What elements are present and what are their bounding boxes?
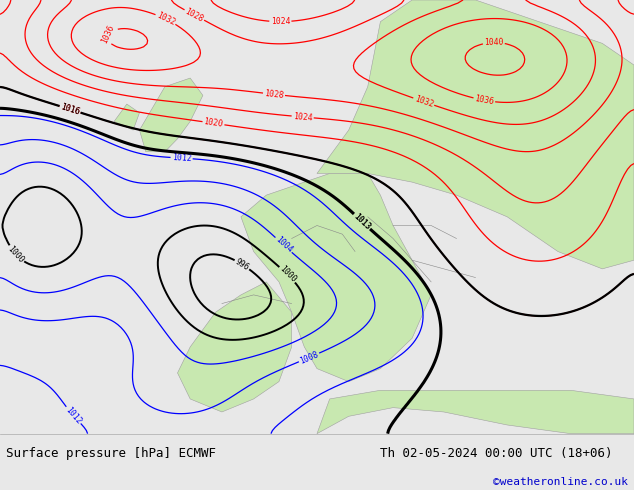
Text: 1028: 1028 [264, 89, 284, 100]
Text: 1008: 1008 [299, 349, 320, 366]
Text: 1028: 1028 [184, 6, 205, 24]
Text: 1016: 1016 [60, 102, 81, 117]
Text: 1032: 1032 [155, 11, 176, 27]
Text: 1012: 1012 [63, 405, 83, 426]
Text: 996: 996 [233, 257, 250, 272]
Text: Surface pressure [hPa] ECMWF: Surface pressure [hPa] ECMWF [6, 447, 216, 460]
Text: 1032: 1032 [413, 94, 434, 109]
Text: 1000: 1000 [6, 244, 26, 265]
Text: 1040: 1040 [484, 38, 503, 47]
Text: 1024: 1024 [271, 17, 290, 26]
Text: 1016: 1016 [60, 102, 81, 117]
Text: 1036: 1036 [474, 94, 495, 106]
Text: 1012: 1012 [172, 153, 191, 163]
Text: ©weatheronline.co.uk: ©weatheronline.co.uk [493, 477, 628, 487]
Text: 1000: 1000 [277, 265, 297, 285]
Text: 1024: 1024 [292, 112, 313, 122]
Text: 1036: 1036 [100, 24, 117, 45]
Text: 1004: 1004 [273, 235, 294, 255]
Text: Th 02-05-2024 00:00 UTC (18+06): Th 02-05-2024 00:00 UTC (18+06) [380, 447, 613, 460]
Text: 1013: 1013 [352, 212, 372, 231]
Text: 1020: 1020 [203, 118, 224, 129]
